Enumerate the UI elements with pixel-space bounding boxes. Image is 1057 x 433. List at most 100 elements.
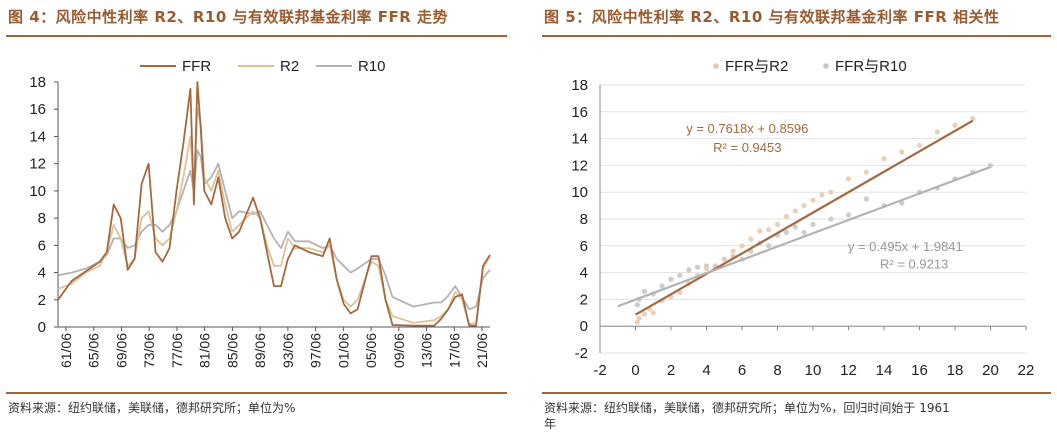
fit-r-squared: R² = 0.9453 [713, 140, 781, 155]
x-tick-label: 93/06 [280, 333, 296, 368]
scatter-point [766, 243, 772, 249]
scatter-point [899, 149, 905, 155]
y-tick-label: 10 [571, 184, 588, 201]
scatter-point [730, 248, 736, 254]
fit-r-squared: R² = 0.9213 [880, 257, 948, 272]
scatter-point [748, 236, 754, 242]
legend-label: R10 [358, 58, 386, 75]
trendline [634, 119, 974, 316]
scatter-point [792, 224, 798, 230]
y-tick-label: 18 [29, 74, 46, 91]
scatter-point [916, 142, 923, 148]
x-tick-label: 85/06 [224, 333, 240, 368]
scatter-point [845, 212, 852, 218]
y-tick-label: 12 [29, 156, 46, 173]
y-tick-label: 4 [38, 265, 46, 282]
scatter-point [641, 288, 647, 294]
y-tick-label: 8 [38, 210, 46, 227]
scatter-point [783, 213, 789, 219]
y-tick-label: -2 [575, 345, 588, 362]
scatter-point [810, 221, 816, 227]
scatter-point [739, 243, 745, 249]
legend-label: FFR与R10 [835, 58, 907, 75]
y-tick-label: 10 [29, 183, 46, 200]
x-tick-label: 20 [982, 362, 999, 379]
x-tick-label: 09/06 [391, 333, 407, 368]
scatter-point [634, 319, 640, 325]
scatter-point [845, 176, 852, 182]
scatter-point [952, 122, 958, 128]
x-tick-label: 97/06 [308, 333, 324, 368]
y-tick-label: 2 [38, 292, 46, 309]
x-tick-label: -2 [593, 362, 606, 379]
legend-label: R2 [280, 58, 299, 75]
x-tick-label: 10 [805, 362, 822, 379]
scatter-point [801, 203, 807, 209]
series-line-r2 [57, 108, 491, 326]
legend-label: FFR与R2 [725, 58, 788, 75]
scatter-point [881, 156, 887, 162]
x-tick-label: 17/06 [446, 333, 462, 368]
x-tick-label: 4 [702, 362, 710, 379]
y-tick-label: 12 [571, 157, 588, 174]
scatter-point [641, 311, 647, 317]
y-tick-label: 2 [580, 291, 588, 308]
scatter-point [934, 129, 940, 135]
figure-5-title: 图 5：风险中性利率 R2、R10 与有效联邦基金利率 FFR 相关性 [544, 8, 1000, 26]
scatter-point [863, 169, 869, 175]
x-tick-label: 14 [876, 362, 893, 379]
scatter-point [792, 208, 798, 214]
scatter-point [677, 272, 683, 278]
scatter-point [810, 197, 816, 203]
line-chart: 0 2 4 6 8 10 12 14 16 18 61/06 65/06 69/06 73/06 77/06… [29, 58, 491, 368]
scatter-point [634, 302, 640, 308]
figure-5-panel: 图 5：风险中性利率 R2、R10 与有效联邦基金利率 FFR 相关性 -2 0 2… [536, 0, 1057, 433]
x-tick-label: 77/06 [169, 333, 185, 368]
y-tick-label: 16 [29, 101, 46, 118]
legend-marker [823, 63, 829, 69]
scatter-point [668, 276, 674, 282]
scatter-point [677, 290, 683, 296]
x-tick-label: 8 [773, 362, 781, 379]
x-tick-label: 6 [738, 362, 746, 379]
figure-4-source: 资料来源：纽约联储，美联储，德邦研究所；单位为% [8, 401, 296, 415]
y-tick-label: 14 [29, 128, 46, 145]
scatter-point [686, 267, 692, 273]
scatter-point [757, 228, 763, 234]
x-tick-label: 69/06 [113, 333, 129, 368]
y-tick-label: 0 [580, 318, 588, 335]
y-tick-label: 18 [571, 77, 588, 94]
scatter-point [766, 227, 772, 233]
y-tick-label: 4 [580, 265, 588, 282]
figure-5-source-line1: 资料来源：纽约联储，美联储，德邦研究所；单位为%，回归时间始于 1961 [544, 401, 950, 415]
x-tick-label: 61/06 [58, 333, 74, 368]
series-line-r10 [57, 149, 491, 311]
scatter-chart: -2 0 2 4 6 8 10 12 14 16 18 -2 0 2 4 6 8 10 12 14 16 18 20 22 y … [571, 58, 1035, 379]
x-tick-label: 18 [947, 362, 964, 379]
figure-4-panel: 图 4：风险中性利率 R2、R10 与有效联邦基金利率 FFR 走势 0 2 4 6 8… [0, 0, 513, 433]
scatter-point [863, 196, 869, 202]
x-tick-label: 22 [1018, 362, 1035, 379]
y-tick-label: 6 [580, 238, 588, 255]
y-tick-label: 16 [571, 104, 588, 121]
y-tick-label: 6 [38, 237, 46, 254]
scatter-point [650, 310, 656, 316]
x-tick-label: 01/06 [335, 333, 351, 368]
fit-equation: y = 0.7618x + 0.8596 [686, 121, 808, 136]
figure-4-title: 图 4：风险中性利率 R2、R10 与有效联邦基金利率 FFR 走势 [8, 8, 449, 26]
trendline [617, 165, 991, 308]
figure-5-source-line2: 年 [544, 417, 557, 431]
x-tick-label: 2 [667, 362, 675, 379]
figure-5-source: 资料来源：纽约联储，美联储，德邦研究所；单位为%，回归时间始于 1961 年 [544, 400, 950, 432]
x-tick-label: 73/06 [141, 333, 157, 368]
x-tick-label: 13/06 [419, 333, 435, 368]
scatter-point [695, 264, 701, 270]
x-tick-label: 12 [840, 362, 857, 379]
title-rule [542, 35, 1051, 37]
scatter-point [970, 115, 976, 122]
source-rule [6, 392, 507, 394]
y-tick-label: 14 [571, 131, 588, 148]
x-tick-label: 65/06 [86, 333, 102, 368]
scatter-point [774, 221, 781, 227]
x-tick-label: 16 [911, 362, 928, 379]
